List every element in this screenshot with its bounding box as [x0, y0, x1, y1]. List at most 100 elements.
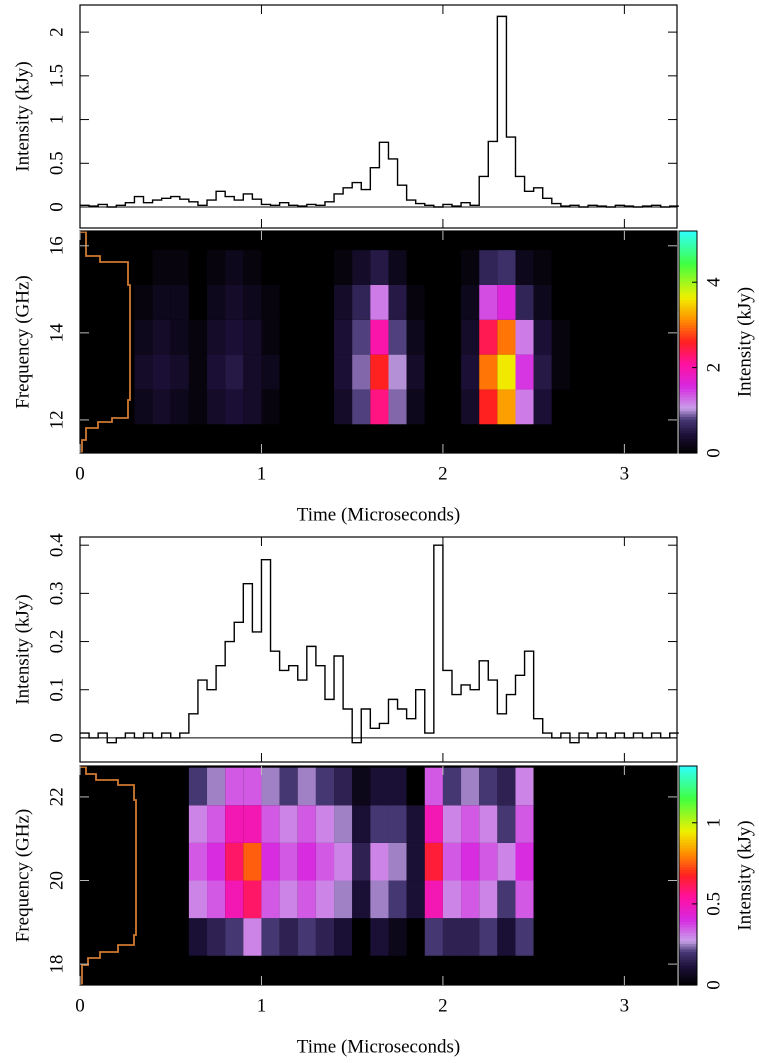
colorbar-tick-label: 2 — [703, 363, 724, 373]
heatmap-cell — [352, 767, 371, 806]
colorbar-segment — [679, 419, 697, 424]
heatmap-cell — [442, 250, 462, 285]
heatmap-cell — [388, 389, 407, 425]
heatmap-cell — [170, 767, 189, 806]
colorbar-segment — [679, 850, 697, 855]
heatmap-cell — [152, 918, 171, 956]
colorbar-segment — [679, 872, 697, 877]
heatmap-cell — [588, 389, 607, 425]
heatmap-cell — [533, 284, 552, 320]
heatmap-cell — [243, 842, 262, 881]
heatmap-cell — [261, 250, 280, 285]
colorbar-segment — [679, 919, 697, 923]
heatmap-cell — [352, 805, 371, 843]
y-tick-label: 12 — [46, 410, 67, 429]
heatmap-cell — [551, 354, 570, 390]
colorbar-segment — [679, 405, 697, 410]
heatmap-cell — [188, 842, 208, 881]
y-tick-label: 16 — [46, 236, 67, 255]
heatmap-cell — [442, 918, 462, 956]
colorbar-segment — [679, 444, 697, 449]
colorbar-frame — [678, 765, 698, 986]
heatmap-cell — [424, 250, 443, 285]
colorbar-segment — [679, 801, 697, 805]
heatmap-cell — [660, 250, 677, 285]
colorbar-segment — [679, 336, 697, 340]
heatmap-cell — [370, 284, 389, 320]
colorbar-segment — [679, 766, 697, 770]
colorbar-label: Intensity (kJy) — [734, 287, 755, 397]
colorbar-segment — [679, 954, 697, 959]
heatmap-cell — [261, 389, 280, 425]
heatmap-cell — [297, 842, 316, 881]
heatmap-cell — [98, 842, 117, 881]
heatmap-cell — [406, 767, 425, 806]
colorbar-segment — [679, 236, 697, 240]
heatmap-cell — [98, 284, 117, 320]
colorbar-segment — [679, 965, 697, 970]
heatmap-cell — [334, 389, 353, 425]
heatmap-cell — [569, 250, 589, 285]
heatmap-cell — [334, 767, 353, 806]
heatmap-cell — [551, 284, 570, 320]
heatmap-cell — [207, 918, 226, 956]
heatmap-cell — [479, 284, 498, 320]
heatmap-cell — [116, 880, 135, 919]
heatmap-cell — [406, 389, 425, 425]
colorbar-segment — [679, 319, 697, 324]
heatmap-cell — [134, 284, 153, 320]
heatmap-cell — [334, 880, 353, 919]
heatmap-cell — [551, 805, 570, 843]
heatmap-cell — [170, 389, 189, 425]
colorbar-segment — [679, 428, 697, 432]
colorbar-segment — [679, 793, 697, 797]
heatmap-cell — [497, 767, 516, 806]
colorbar-segment — [679, 330, 697, 335]
colorbar-segment — [679, 900, 697, 904]
colorbar-segment — [679, 414, 697, 418]
heatmap-cell — [207, 354, 226, 390]
colorbar-segment — [679, 253, 697, 257]
heatmap-cell — [243, 805, 262, 843]
heatmap-cell — [479, 842, 498, 881]
heatmap-cell — [188, 319, 208, 355]
y-tick-label: 0 — [46, 733, 67, 743]
colorbar-segment — [679, 258, 697, 263]
heatmap-cell — [569, 918, 589, 956]
heatmap-cell — [588, 354, 607, 390]
heatmap-cell — [152, 389, 171, 425]
heatmap-cell — [497, 284, 516, 320]
colorbar-segment — [679, 333, 697, 338]
heatmap-cell — [533, 250, 552, 285]
heatmap-cell — [442, 805, 462, 843]
colorbar-segment — [679, 828, 697, 833]
heatmap-cell — [98, 918, 117, 956]
colorbar-segment — [679, 837, 697, 841]
colorbar-segment — [679, 403, 697, 407]
heatmap-cell — [352, 284, 371, 320]
colorbar-segment — [679, 823, 697, 827]
heatmap-cell — [352, 319, 371, 355]
colorbar-segment — [679, 314, 697, 318]
heatmap-cell — [406, 805, 425, 843]
colorbar-segment — [679, 815, 697, 819]
colorbar-segment — [679, 790, 697, 794]
heatmap-cell — [80, 284, 99, 320]
heatmap-cell — [297, 319, 316, 355]
heatmap-cell — [588, 805, 607, 843]
colorbar-segment — [679, 408, 697, 412]
x-tick-label: 1 — [257, 463, 267, 484]
colorbar-segment — [679, 255, 697, 260]
colorbar-segment — [679, 378, 697, 382]
heatmap-cell — [98, 389, 117, 425]
colorbar-segment — [679, 386, 697, 390]
heatmap-cell — [424, 389, 443, 425]
heatmap-cell — [406, 319, 425, 355]
colorbar-segment — [679, 941, 697, 945]
heatmap-cell — [406, 842, 425, 881]
y-tick-label: 0.4 — [46, 533, 67, 557]
heatmap-cell — [207, 319, 226, 355]
heatmap-cell — [479, 805, 498, 843]
colorbar-segment — [679, 303, 697, 307]
heatmap-cell — [424, 842, 443, 881]
